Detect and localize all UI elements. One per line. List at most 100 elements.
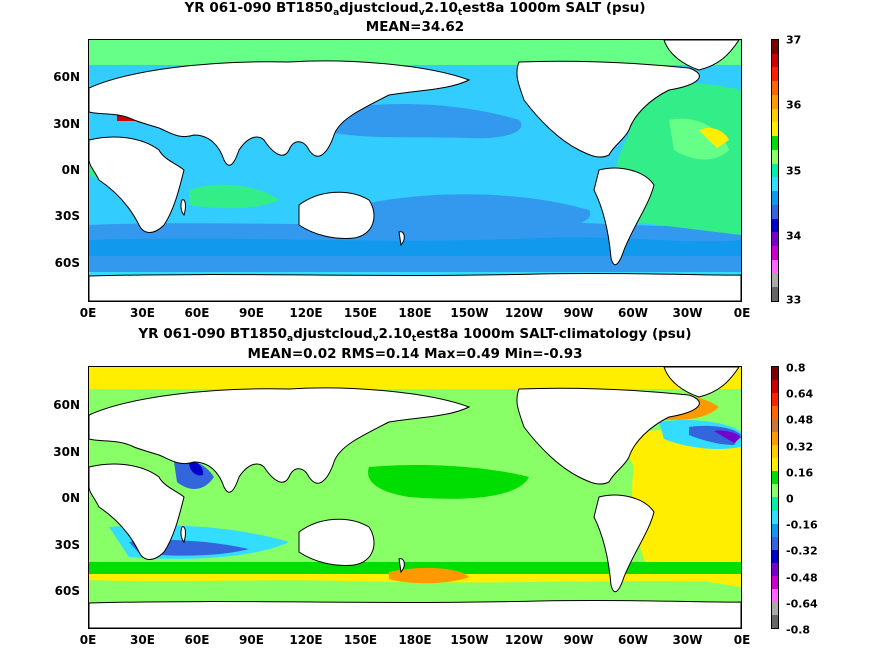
colorbar-swatch	[772, 575, 778, 589]
top-lat-60n: 60N	[53, 70, 80, 84]
top-cbar-label-37: 37	[786, 33, 802, 47]
colorbar-swatch	[772, 40, 778, 54]
colorbar-swatch	[772, 204, 778, 219]
top-cbar-label-35: 35	[786, 164, 802, 178]
colorbar-swatch	[772, 432, 778, 446]
colorbar-swatch	[772, 177, 778, 192]
colorbar-swatch	[772, 273, 778, 288]
top-lat-60s: 60S	[54, 256, 80, 270]
colorbar-swatch	[772, 484, 778, 498]
top-lon-label: 150E	[343, 306, 378, 320]
top-title: YR 061-090 BT1850adjustcloudv2.10test8a …	[184, 0, 646, 18]
top-lon-label: 0E	[79, 306, 97, 320]
bottom-lon-label: 60W	[618, 633, 648, 647]
colorbar-swatch	[772, 287, 778, 301]
top-lon-label: 0E	[733, 306, 751, 320]
top-lon-label: 60W	[618, 306, 648, 320]
top-map	[88, 39, 742, 302]
colorbar-swatch	[772, 191, 778, 205]
colorbar-swatch	[772, 536, 778, 550]
colorbar-swatch	[772, 367, 778, 381]
bottom-cbar-label: 0.32	[786, 440, 814, 454]
bottom-stats: MEAN=0.02 RMS=0.14 Max=0.49 Min=-0.93	[247, 346, 583, 362]
bottom-cbar-label: 0.64	[786, 387, 814, 401]
top-lon-label: 90W	[563, 306, 594, 320]
colorbar-swatch	[772, 497, 778, 511]
bottom-lon-label: 0E	[79, 633, 97, 647]
colorbar-swatch	[772, 601, 778, 615]
top-lon-label: 180E	[398, 306, 432, 320]
colorbar-swatch	[772, 614, 778, 628]
bottom-cbar-label: 0.8	[786, 361, 806, 375]
colorbar-swatch	[772, 246, 778, 260]
colorbar-swatch	[772, 510, 778, 524]
bottom-cbar-label: 0	[786, 492, 794, 506]
bottom-cbar-label: -0.8	[786, 623, 811, 637]
colorbar-swatch	[772, 53, 778, 68]
top-cbar-label-33: 33	[786, 293, 802, 307]
top-lon-label: 150W	[450, 306, 489, 320]
bottom-cbar-label: -0.16	[786, 518, 818, 532]
colorbar-swatch	[772, 406, 778, 420]
top-cbar-label-36: 36	[786, 98, 802, 112]
colorbar-swatch	[772, 108, 778, 123]
bottom-cbar-label: -0.48	[786, 571, 818, 585]
bottom-title: YR 061-090 BT1850adjustcloudv2.10test8a …	[138, 326, 692, 344]
top-lon-label: 60E	[184, 306, 210, 320]
bottom-lat-60n: 60N	[53, 398, 80, 412]
bottom-cbar-label: -0.32	[786, 544, 818, 558]
colorbar-swatch	[772, 259, 778, 274]
colorbar-swatch	[772, 562, 778, 576]
colorbar-swatch	[772, 163, 778, 178]
colorbar-swatch	[772, 393, 778, 407]
top-lon-label: 120W	[504, 306, 544, 320]
bottom-map	[88, 366, 742, 629]
bottom-lon-label: 150W	[450, 633, 489, 647]
top-lat-30s: 30S	[54, 209, 80, 223]
bottom-lon-label: 120E	[289, 633, 323, 647]
top-lon-label: 30W	[672, 306, 703, 320]
colorbar-swatch	[772, 136, 778, 150]
colorbar-swatch	[772, 232, 778, 247]
bottom-lat-0n: 0N	[61, 491, 80, 505]
top-stats: MEAN=34.62	[365, 19, 465, 35]
bottom-lon-label: 150E	[343, 633, 378, 647]
top-lat-0n: 0N	[61, 163, 80, 177]
top-colorbar	[771, 39, 779, 302]
colorbar-swatch	[772, 380, 778, 394]
bottom-lon-label: 30W	[672, 633, 703, 647]
colorbar-swatch	[772, 149, 778, 164]
top-lat-30n: 30N	[53, 117, 80, 131]
top-cbar-label-34: 34	[786, 229, 802, 243]
bottom-colorbar	[771, 366, 779, 629]
bottom-lon-label: 60E	[184, 633, 210, 647]
bottom-map-svg	[89, 367, 741, 628]
colorbar-swatch	[772, 67, 778, 82]
bottom-lon-label: 90E	[239, 633, 264, 647]
colorbar-swatch	[772, 458, 778, 472]
bottom-lon-label: 180E	[398, 633, 432, 647]
colorbar-swatch	[772, 588, 778, 602]
colorbar-swatch	[772, 445, 778, 459]
colorbar-swatch	[772, 81, 778, 95]
bottom-cbar-label: 0.16	[786, 466, 814, 480]
bottom-cbar-label: -0.64	[786, 597, 818, 611]
top-lon-label: 30E	[130, 306, 155, 320]
bottom-cbar-label: 0.48	[786, 413, 814, 427]
colorbar-swatch	[772, 523, 778, 537]
colorbar-swatch	[772, 218, 778, 233]
colorbar-swatch	[772, 94, 778, 109]
bottom-lon-label: 90W	[563, 633, 594, 647]
bottom-lat-30n: 30N	[53, 445, 80, 459]
colorbar-swatch	[772, 122, 778, 137]
top-lon-label: 120E	[289, 306, 323, 320]
colorbar-swatch	[772, 419, 778, 433]
colorbar-swatch	[772, 549, 778, 563]
bottom-lon-label: 30E	[130, 633, 155, 647]
colorbar-swatch	[772, 471, 778, 485]
bottom-lon-label: 0E	[733, 633, 751, 647]
bottom-lat-30s: 30S	[54, 538, 80, 552]
top-map-svg	[89, 40, 741, 301]
bottom-lat-60s: 60S	[54, 584, 80, 598]
top-lon-label: 90E	[239, 306, 264, 320]
